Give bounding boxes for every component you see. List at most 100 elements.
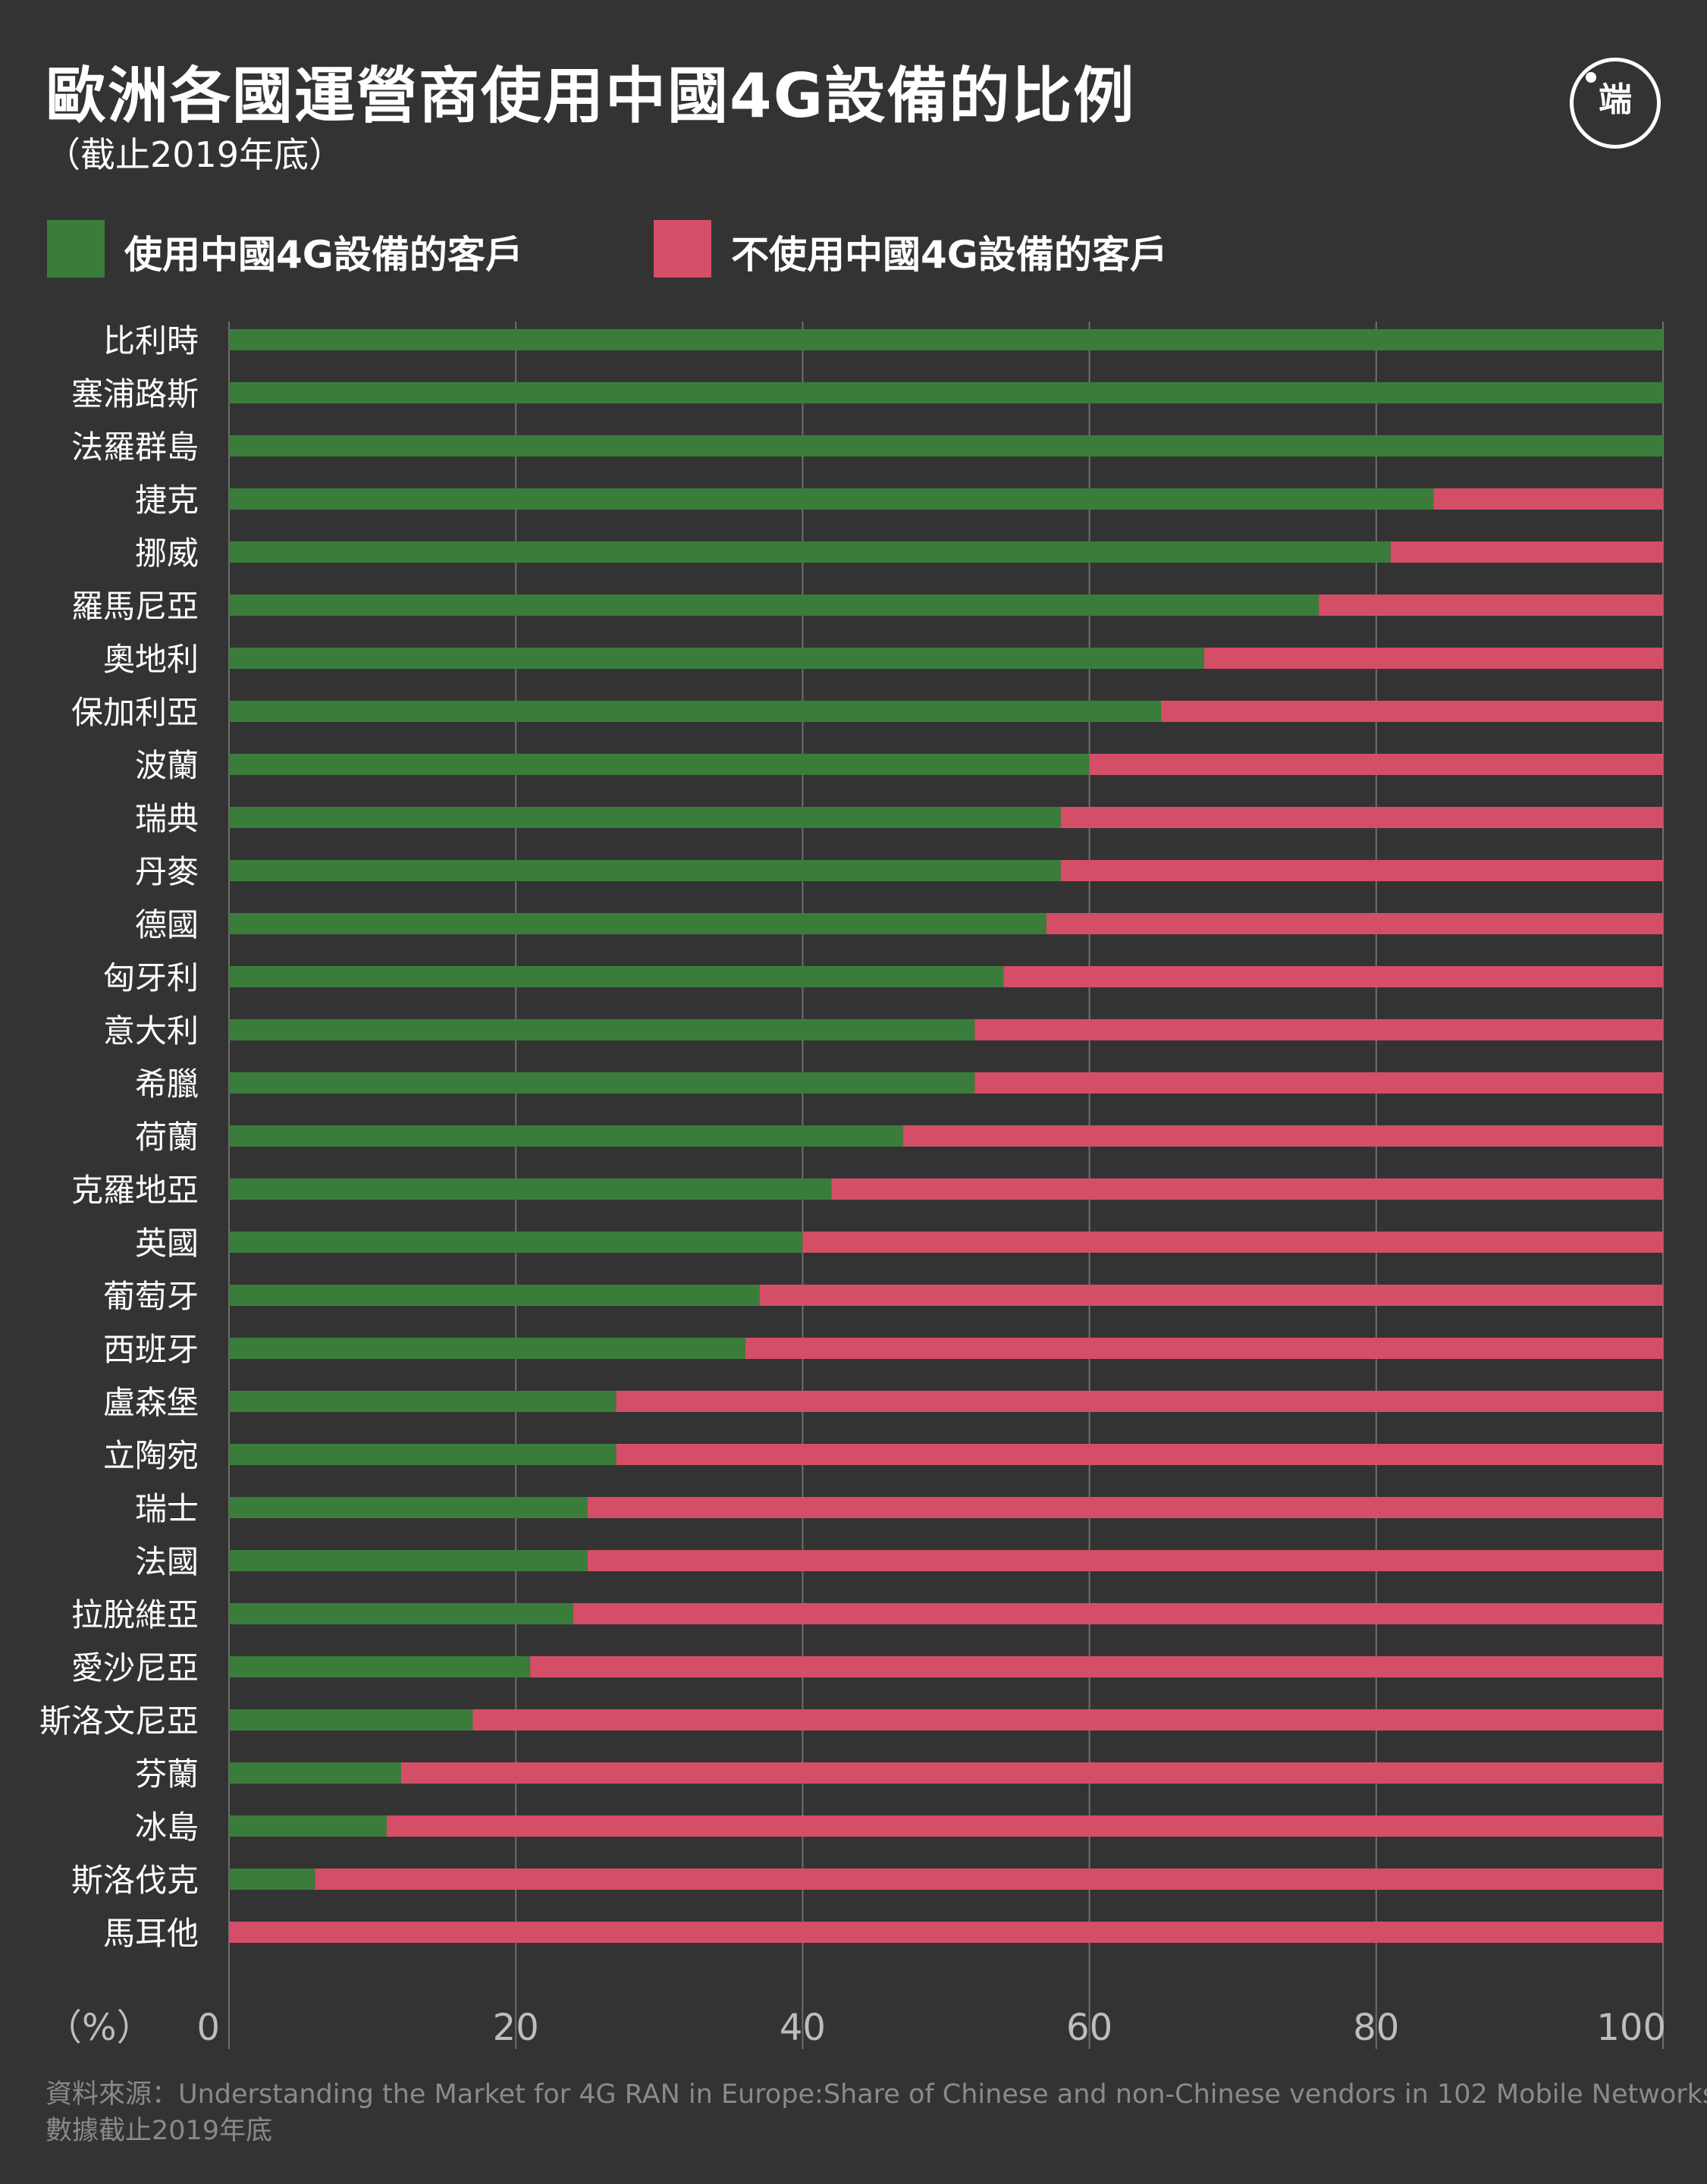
bar-non-chinese xyxy=(1433,488,1663,510)
logo-dot-icon xyxy=(1586,72,1596,83)
bar-chinese xyxy=(229,807,1061,828)
bar-chinese xyxy=(229,1285,760,1306)
bar-non-chinese xyxy=(745,1338,1663,1359)
bar-chinese xyxy=(229,966,1004,987)
category-label: 葡萄牙 xyxy=(103,1278,199,1315)
bar-non-chinese xyxy=(400,1762,1664,1784)
bar-chinese xyxy=(229,488,1434,510)
category-label: 克羅地亞 xyxy=(71,1172,199,1209)
category-label: 馬耳他 xyxy=(103,1915,199,1952)
source-line-2: 數據截止2019年底 xyxy=(45,2116,273,2146)
category-label: 保加利亞 xyxy=(71,694,199,731)
category-label: 挪威 xyxy=(135,535,199,572)
bar-non-chinese xyxy=(1161,701,1663,722)
bar-chinese xyxy=(229,1709,473,1731)
bar-chinese xyxy=(229,648,1204,669)
category-label: 冰島 xyxy=(135,1809,199,1846)
category-label: 意大利 xyxy=(103,1012,199,1050)
bar-chinese xyxy=(229,1338,745,1359)
bar-chinese xyxy=(229,1444,617,1465)
chart-title: 歐洲各國運營商使用中國4G設備的比例 xyxy=(45,61,1136,131)
bar-chinese xyxy=(229,701,1162,722)
category-label: 立陶宛 xyxy=(103,1437,199,1474)
bar-chinese xyxy=(229,1550,588,1571)
bar-non-chinese xyxy=(315,1869,1664,1890)
bar-non-chinese xyxy=(616,1391,1663,1412)
publisher-logo: 端 xyxy=(1570,58,1661,149)
bar-chinese xyxy=(229,1656,531,1677)
bar-chinese xyxy=(229,1603,573,1624)
bar-non-chinese xyxy=(1046,913,1663,934)
bar-chinese xyxy=(229,595,1319,616)
category-label: 比利時 xyxy=(103,322,199,359)
legend-swatch-non-chinese xyxy=(654,220,711,278)
category-label: 芬蘭 xyxy=(135,1756,199,1793)
logo-text: 端 xyxy=(1599,80,1632,119)
x-tick-label: 80 xyxy=(1353,2007,1399,2049)
category-label: 斯洛文尼亞 xyxy=(39,1702,199,1740)
category-label: 塞浦路斯 xyxy=(71,375,199,413)
bar-non-chinese xyxy=(1203,648,1663,669)
bar-non-chinese xyxy=(387,1815,1663,1837)
x-tick-label: 20 xyxy=(493,2007,539,2049)
bar-chinese xyxy=(229,1072,975,1094)
bar-non-chinese xyxy=(229,1922,1663,1943)
bar-non-chinese xyxy=(974,1072,1663,1094)
category-label: 捷克 xyxy=(135,482,199,519)
bar-chinese xyxy=(229,382,1663,403)
category-label: 瑞士 xyxy=(135,1490,199,1527)
category-label: 德國 xyxy=(135,906,199,943)
legend-swatch-chinese xyxy=(47,220,105,278)
category-label: 英國 xyxy=(135,1225,199,1262)
category-label: 斯洛伐克 xyxy=(71,1862,199,1899)
category-label: 希臘 xyxy=(135,1065,199,1103)
category-label: 盧森堡 xyxy=(103,1384,199,1421)
bar-non-chinese xyxy=(831,1178,1663,1200)
x-tick-label: 100 xyxy=(1596,2007,1666,2049)
bar-chinese xyxy=(229,1125,903,1147)
source-line-1: 資料來源：Understanding the Market for 4G RAN… xyxy=(45,2079,1707,2110)
category-label: 西班牙 xyxy=(103,1331,199,1368)
chart-subtitle: （截止2019年底） xyxy=(45,134,344,175)
bar-chinese xyxy=(229,860,1061,881)
bar-non-chinese xyxy=(616,1444,1663,1465)
bar-non-chinese xyxy=(902,1125,1663,1147)
bar-chinese xyxy=(229,1869,315,1890)
bar-non-chinese xyxy=(1003,966,1663,987)
bar-chinese xyxy=(229,541,1391,563)
bar-chinese xyxy=(229,1391,617,1412)
bar-non-chinese xyxy=(587,1550,1663,1571)
bar-chinese xyxy=(229,1497,588,1518)
bar-non-chinese xyxy=(472,1709,1663,1731)
bar-chinese xyxy=(229,1815,388,1837)
category-label: 匈牙利 xyxy=(103,959,199,996)
x-tick-label: 40 xyxy=(780,2007,826,2049)
bar-non-chinese xyxy=(1390,541,1663,563)
bar-chinese xyxy=(229,1232,803,1253)
x-tick-label: 60 xyxy=(1066,2007,1112,2049)
bar-chinese xyxy=(229,1019,975,1040)
x-tick-label: 0 xyxy=(196,2007,220,2049)
bar-non-chinese xyxy=(1060,807,1663,828)
category-label: 法國 xyxy=(135,1543,199,1580)
bar-non-chinese xyxy=(530,1656,1663,1677)
bar-chinese xyxy=(229,754,1090,775)
bar-chinese xyxy=(229,329,1663,350)
category-label: 羅馬尼亞 xyxy=(71,588,199,625)
category-label: 奧地利 xyxy=(103,641,199,678)
bar-chinese xyxy=(229,913,1046,934)
category-label: 愛沙尼亞 xyxy=(71,1649,199,1687)
bar-chart: 比利時塞浦路斯法羅群島捷克挪威羅馬尼亞奧地利保加利亞波蘭瑞典丹麥德國匈牙利意大利… xyxy=(39,322,1666,2049)
legend: 使用中國4G設備的客戶 不使用中國4G設備的客戶 xyxy=(0,218,1707,279)
bar-non-chinese xyxy=(759,1285,1664,1306)
bar-non-chinese xyxy=(1319,595,1663,616)
category-label: 波蘭 xyxy=(135,747,199,784)
legend-label-chinese: 使用中國4G設備的客戶 xyxy=(124,233,523,277)
bar-non-chinese xyxy=(1060,860,1663,881)
category-label: 瑞典 xyxy=(135,800,199,837)
source-note: 資料來源：Understanding the Market for 4G RAN… xyxy=(45,2076,1707,2149)
bar-chinese xyxy=(229,1178,832,1200)
legend-label-non-chinese: 不使用中國4G設備的客戶 xyxy=(731,233,1168,277)
bar-chinese xyxy=(229,435,1663,457)
category-label: 丹麥 xyxy=(135,853,199,890)
